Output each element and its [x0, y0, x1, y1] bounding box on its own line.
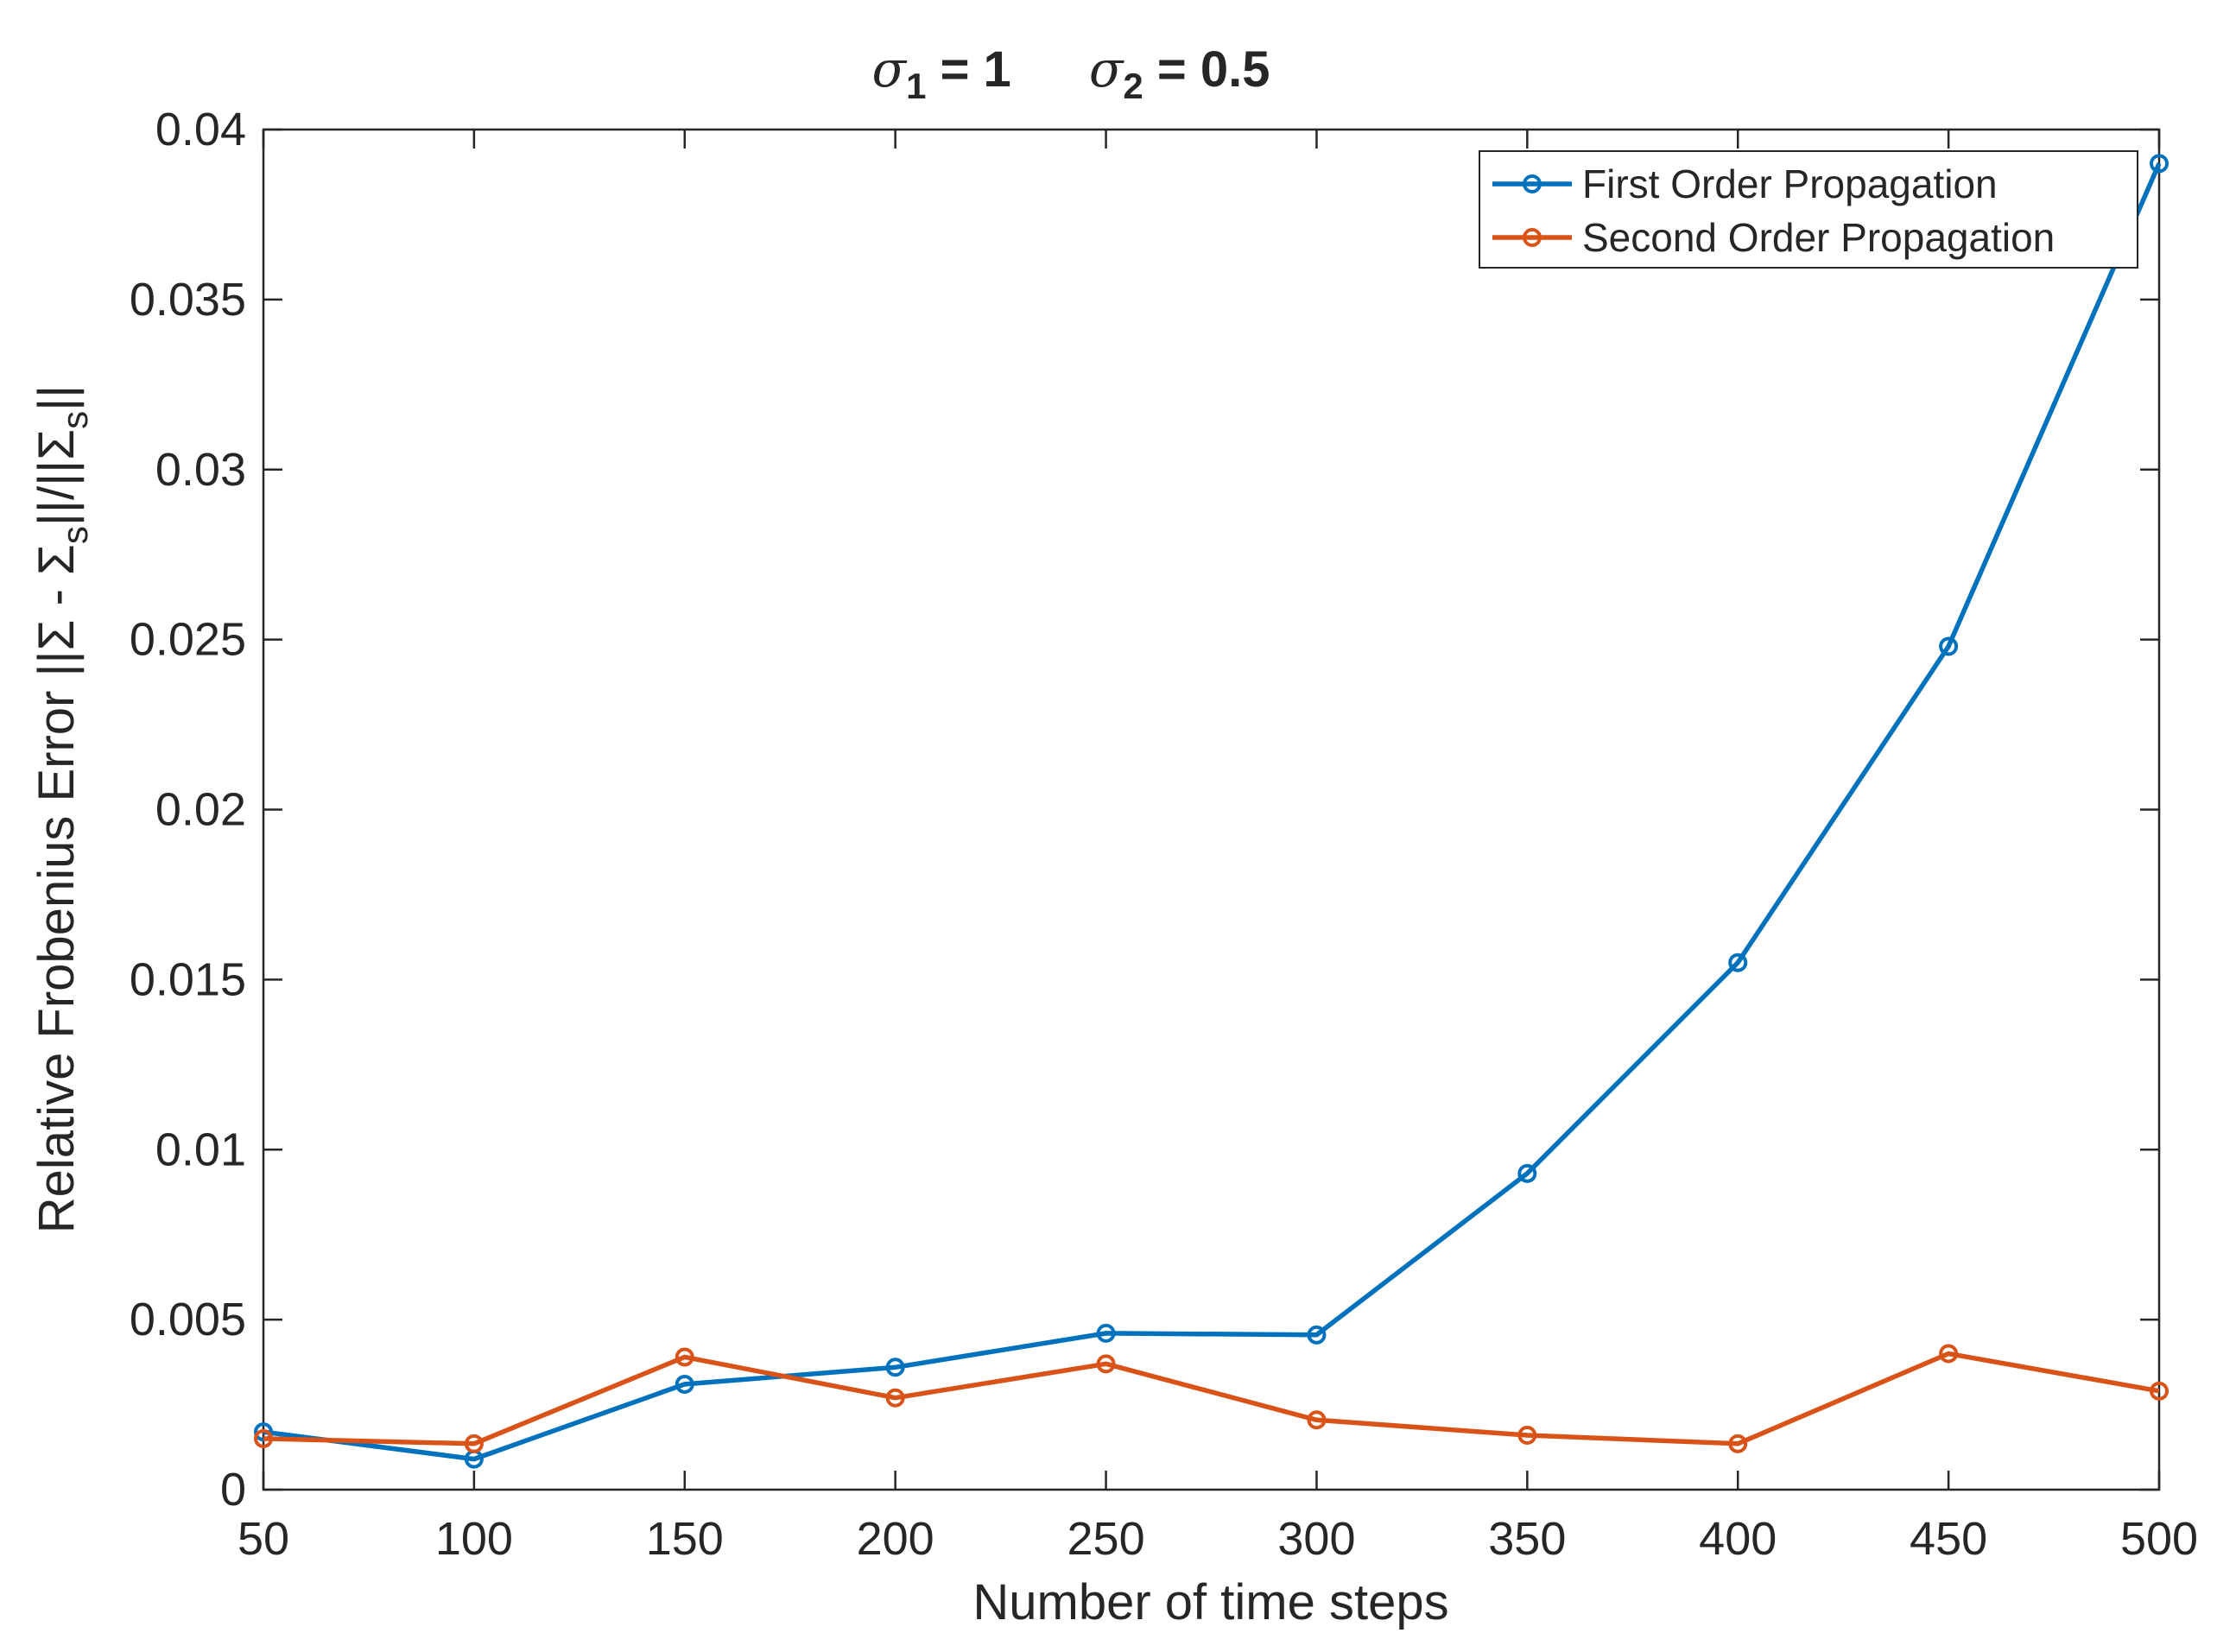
y-tick-label: 0.04	[155, 104, 246, 155]
y-tick-label: 0.01	[155, 1123, 246, 1175]
legend-entry: Second Order Propagation	[1492, 215, 2055, 260]
x-tick-label: 200	[857, 1513, 934, 1565]
y-tick-label: 0.015	[130, 953, 246, 1005]
x-tick-label: 500	[2120, 1513, 2198, 1565]
data-point	[1517, 1163, 1537, 1183]
data-point	[1728, 953, 1748, 972]
data-point	[675, 1374, 694, 1394]
series-1	[254, 154, 2169, 1469]
data-point	[2150, 154, 2169, 174]
data-point	[254, 1428, 273, 1448]
axis-ticks	[262, 128, 2161, 1491]
data-point	[1307, 1410, 1327, 1430]
data-point	[885, 1358, 905, 1377]
y-tick-label: 0.005	[130, 1294, 246, 1345]
chart-title: σ1 = 1 σ2 = 0.5	[872, 40, 1270, 106]
legend-entry: First Order Propagation	[1492, 161, 1998, 206]
y-tick-label: 0.025	[130, 614, 246, 666]
y-tick-label: 0.03	[155, 444, 246, 496]
series-line	[263, 1351, 2160, 1446]
legend-label: First Order Propagation	[1582, 161, 1998, 206]
x-tick-label: 50	[238, 1513, 289, 1565]
data-point	[1728, 1434, 1748, 1453]
data-point	[675, 1347, 694, 1367]
data-point	[2150, 1381, 2169, 1401]
y-tick-label: 0.02	[155, 784, 246, 836]
legend-box	[1479, 150, 2138, 269]
data-point	[1939, 636, 1959, 656]
series-layer	[254, 154, 2169, 1469]
legend: First Order Propagation Second Order Prop…	[1479, 150, 2138, 269]
data-point	[1096, 1323, 1116, 1343]
y-tick-label: 0.035	[130, 274, 246, 326]
legend-marker	[1523, 228, 1542, 247]
legend-label: Second Order Propagation	[1582, 215, 2055, 260]
series-2	[254, 1344, 2169, 1453]
x-tick-label: 150	[646, 1513, 724, 1565]
x-tick-label: 400	[1699, 1513, 1777, 1565]
data-point	[1307, 1325, 1327, 1345]
x-tick-label: 100	[435, 1513, 513, 1565]
legend-entries: First Order Propagation Second Order Prop…	[1492, 161, 2055, 260]
data-point	[885, 1388, 905, 1408]
series-line	[263, 162, 2162, 1462]
x-tick-label: 300	[1277, 1513, 1355, 1565]
data-point	[1939, 1344, 1959, 1364]
x-tick-label: 450	[1910, 1513, 1987, 1565]
y-tick-labels: 0 0.005 0.01 0.015 0.02 0.025 0.03 0.035 0.04	[130, 104, 246, 1516]
x-tick-label: 350	[1488, 1513, 1566, 1565]
legend-marker	[1523, 174, 1542, 193]
x-tick-label: 250	[1067, 1513, 1145, 1565]
data-point	[1517, 1426, 1537, 1445]
data-point	[464, 1434, 484, 1453]
y-tick-label: 0	[220, 1464, 246, 1516]
y-axis-label: Relative Frobenius Error ||Σ - Σs||/||Σs…	[29, 385, 95, 1233]
x-tick-labels: 50 100 150 200 250 300 350 400 450 500	[238, 1513, 2198, 1565]
x-axis-label: Number of time steps	[972, 1574, 1448, 1630]
data-point	[1096, 1354, 1116, 1374]
